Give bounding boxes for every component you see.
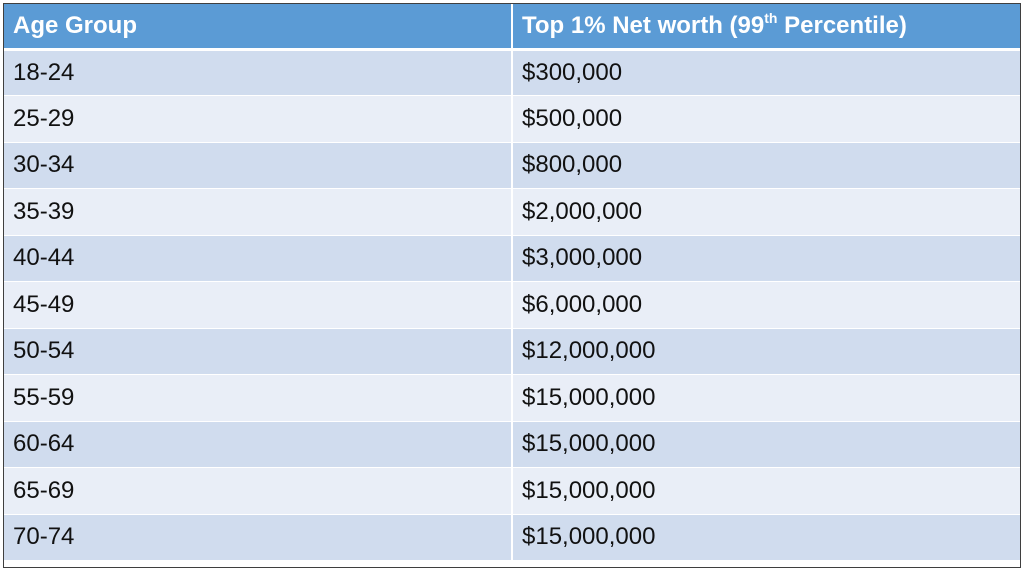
table-header-row: Age Group Top 1% Net worth (99th Percent… bbox=[4, 4, 1020, 51]
header-net-worth: Top 1% Net worth (99th Percentile) bbox=[511, 4, 1020, 51]
table-row: 30-34 $800,000 bbox=[4, 142, 1020, 189]
table-row: 40-44 $3,000,000 bbox=[4, 235, 1020, 282]
header-net-worth-main: Top 1% Net worth (99 bbox=[522, 11, 765, 39]
table-row: 18-24 $300,000 bbox=[4, 49, 1020, 96]
net-worth-cell: $6,000,000 bbox=[511, 281, 1020, 329]
age-group-cell: 65-69 bbox=[4, 467, 512, 515]
table-row: 25-29 $500,000 bbox=[4, 95, 1020, 143]
net-worth-cell: $500,000 bbox=[511, 95, 1020, 143]
age-group-cell: 25-29 bbox=[4, 95, 512, 143]
header-net-worth-superscript: th bbox=[764, 9, 778, 26]
net-worth-table: Age Group Top 1% Net worth (99th Percent… bbox=[4, 4, 1020, 561]
net-worth-cell: $15,000,000 bbox=[511, 421, 1020, 468]
table-row: 65-69 $15,000,000 bbox=[4, 467, 1020, 515]
age-group-cell: 18-24 bbox=[4, 49, 512, 96]
age-group-cell: 40-44 bbox=[4, 235, 512, 282]
table-row: 60-64 $15,000,000 bbox=[4, 421, 1020, 468]
net-worth-cell: $12,000,000 bbox=[511, 328, 1020, 375]
net-worth-cell: $2,000,000 bbox=[511, 188, 1020, 236]
table-row: 45-49 $6,000,000 bbox=[4, 281, 1020, 329]
table-row: 35-39 $2,000,000 bbox=[4, 188, 1020, 236]
age-group-cell: 50-54 bbox=[4, 328, 512, 375]
net-worth-cell: $15,000,000 bbox=[511, 514, 1020, 561]
age-group-cell: 45-49 bbox=[4, 281, 512, 329]
net-worth-cell: $300,000 bbox=[511, 49, 1020, 96]
header-net-worth-end: Percentile) bbox=[777, 11, 907, 39]
table-row: 70-74 $15,000,000 bbox=[4, 514, 1020, 561]
table-row: 55-59 $15,000,000 bbox=[4, 374, 1020, 422]
net-worth-cell: $15,000,000 bbox=[511, 374, 1020, 422]
net-worth-table-frame: Age Group Top 1% Net worth (99th Percent… bbox=[3, 3, 1021, 568]
age-group-cell: 30-34 bbox=[4, 142, 512, 189]
net-worth-cell: $3,000,000 bbox=[511, 235, 1020, 282]
table-row: 50-54 $12,000,000 bbox=[4, 328, 1020, 375]
age-group-cell: 70-74 bbox=[4, 514, 512, 561]
net-worth-cell: $800,000 bbox=[511, 142, 1020, 189]
age-group-cell: 55-59 bbox=[4, 374, 512, 422]
header-age-group: Age Group bbox=[4, 4, 512, 51]
net-worth-cell: $15,000,000 bbox=[511, 467, 1020, 515]
age-group-cell: 60-64 bbox=[4, 421, 512, 468]
age-group-cell: 35-39 bbox=[4, 188, 512, 236]
